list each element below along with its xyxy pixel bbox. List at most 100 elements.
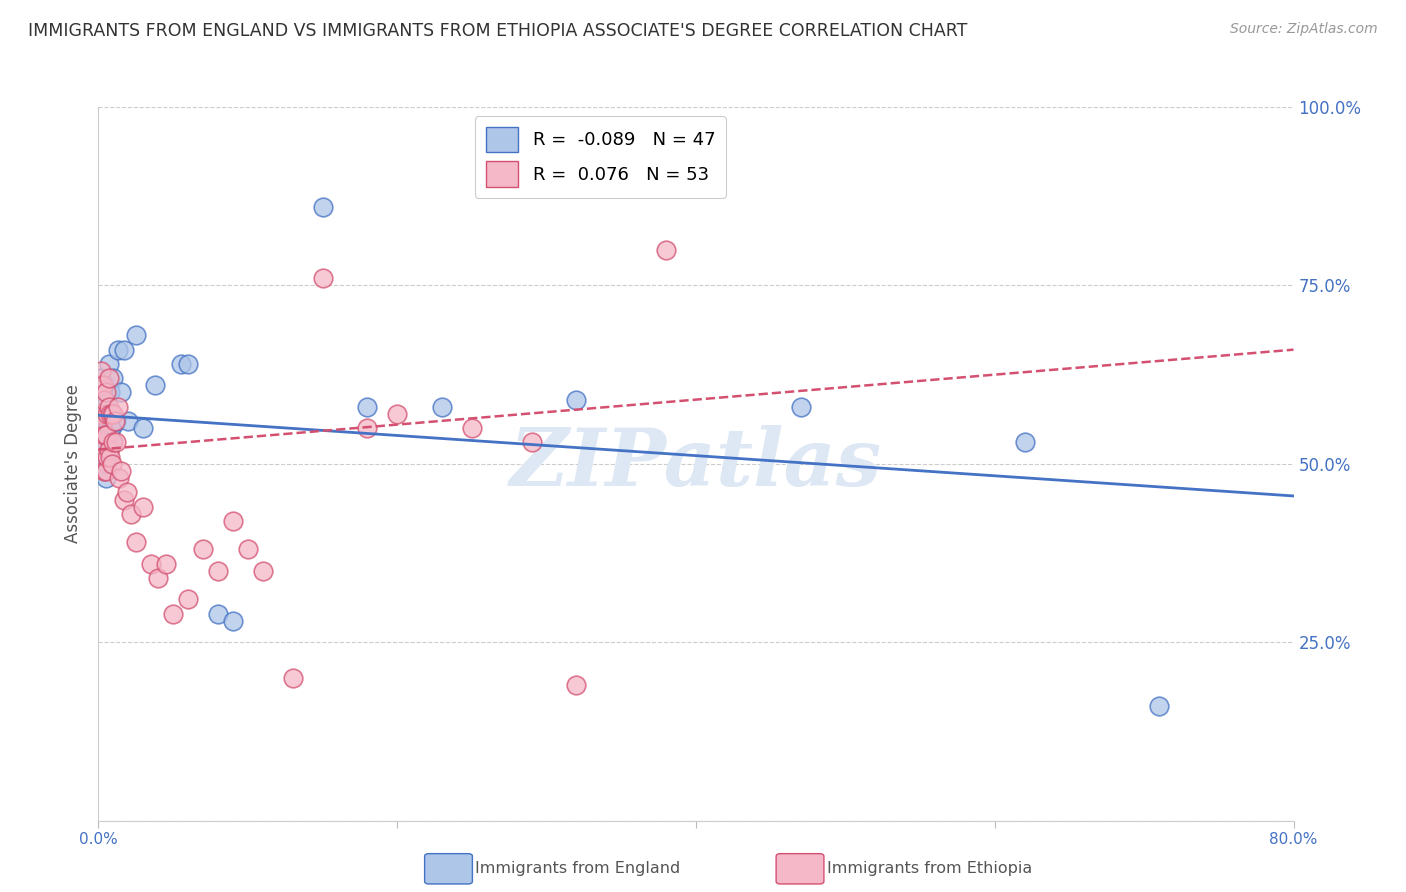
Point: [94, 385, 117, 400]
Point: [89, 417, 111, 432]
Text: Source: ZipAtlas.com: Source: ZipAtlas.com: [1230, 22, 1378, 37]
Point: [565, 392, 588, 407]
Point: [94, 378, 117, 392]
Point: [1147, 699, 1170, 714]
Point: [107, 343, 129, 357]
Point: [101, 407, 124, 421]
Point: [103, 371, 125, 385]
Point: [90, 414, 112, 428]
Point: [207, 564, 229, 578]
Point: [107, 400, 129, 414]
Point: [100, 450, 122, 464]
Point: [91, 450, 114, 464]
Point: [132, 421, 155, 435]
Point: [143, 378, 166, 392]
Point: [89, 407, 111, 421]
Legend: R =  -0.089   N = 47, R =  0.076   N = 53: R = -0.089 N = 47, R = 0.076 N = 53: [475, 116, 725, 198]
Point: [565, 678, 588, 692]
Point: [430, 400, 453, 414]
Point: [132, 500, 155, 514]
Point: [115, 485, 138, 500]
Point: [101, 457, 124, 471]
Point: [177, 357, 200, 371]
Point: [94, 464, 117, 478]
Point: [222, 514, 245, 528]
Point: [110, 385, 132, 400]
Point: [104, 414, 127, 428]
Point: [94, 471, 117, 485]
Point: [91, 378, 114, 392]
Point: [93, 392, 115, 407]
Point: [91, 435, 114, 450]
Point: [90, 407, 112, 421]
Point: [101, 435, 124, 450]
Point: [93, 400, 115, 414]
Y-axis label: Associate's Degree: Associate's Degree: [65, 384, 83, 543]
Point: [103, 417, 125, 432]
Point: [91, 407, 114, 421]
Point: [96, 457, 118, 471]
Point: [281, 671, 304, 685]
Point: [96, 392, 118, 407]
Point: [96, 407, 118, 421]
Point: [103, 435, 125, 450]
Point: [105, 414, 128, 428]
Point: [97, 442, 120, 457]
Point: [125, 535, 148, 549]
Point: [356, 400, 378, 414]
Point: [90, 364, 112, 378]
Point: [120, 507, 142, 521]
Point: [385, 407, 409, 421]
Point: [89, 378, 111, 392]
Text: ZIPatlas: ZIPatlas: [510, 425, 882, 502]
Text: IMMIGRANTS FROM ENGLAND VS IMMIGRANTS FROM ETHIOPIA ASSOCIATE'S DEGREE CORRELATI: IMMIGRANTS FROM ENGLAND VS IMMIGRANTS FR…: [28, 22, 967, 40]
Point: [191, 542, 214, 557]
Point: [222, 614, 245, 628]
Point: [311, 200, 333, 214]
Point: [93, 425, 115, 439]
Point: [97, 442, 120, 457]
Point: [108, 471, 131, 485]
Point: [90, 435, 112, 450]
Point: [89, 400, 111, 414]
Point: [148, 571, 170, 585]
Point: [155, 557, 177, 571]
Point: [97, 400, 120, 414]
Point: [100, 407, 122, 421]
Point: [655, 243, 678, 257]
Point: [1014, 435, 1036, 450]
Point: [93, 464, 115, 478]
Point: [112, 492, 135, 507]
Point: [105, 435, 128, 450]
Text: Immigrants from Ethiopia: Immigrants from Ethiopia: [827, 862, 1032, 876]
Point: [93, 464, 115, 478]
Point: [90, 371, 112, 385]
Point: [117, 414, 139, 428]
Point: [90, 450, 112, 464]
Point: [100, 385, 122, 400]
Point: [94, 428, 117, 442]
Point: [89, 432, 111, 446]
Point: [789, 400, 811, 414]
Point: [236, 542, 259, 557]
Point: [103, 407, 125, 421]
Point: [125, 328, 148, 343]
Point: [90, 428, 112, 442]
Point: [177, 592, 200, 607]
Point: [461, 421, 484, 435]
Point: [96, 414, 118, 428]
Point: [520, 435, 543, 450]
Point: [356, 421, 378, 435]
Point: [94, 435, 117, 450]
Text: Immigrants from England: Immigrants from England: [475, 862, 681, 876]
Point: [112, 343, 135, 357]
Point: [110, 464, 132, 478]
Point: [169, 357, 191, 371]
Point: [252, 564, 274, 578]
Point: [311, 271, 333, 285]
Point: [93, 428, 115, 442]
Point: [100, 425, 122, 439]
Point: [91, 457, 114, 471]
Point: [91, 378, 114, 392]
Point: [96, 450, 118, 464]
